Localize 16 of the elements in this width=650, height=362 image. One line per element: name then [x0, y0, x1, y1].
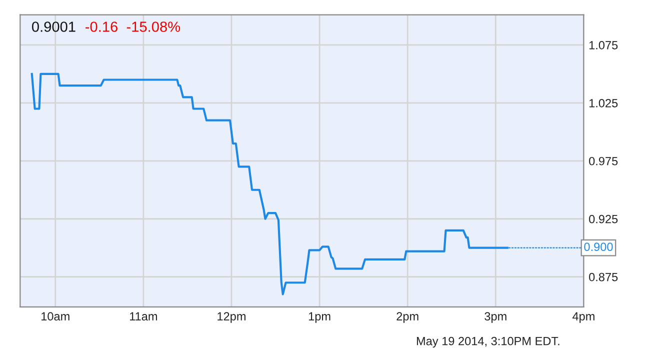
x-tick-label: 11am — [130, 312, 157, 321]
y-tick-label: 1.075 — [589, 41, 618, 50]
x-tick-label: 2pm — [396, 312, 418, 323]
y-tick-label: 1.025 — [589, 98, 618, 108]
x-tick-label: 4pm — [572, 312, 594, 323]
x-tick-label: 3pm — [484, 312, 506, 323]
y-tick-label: 0.875 — [589, 272, 618, 282]
chart-subtitle: -0.16 -15.08% — [86, 22, 180, 32]
x-tick-label: 10am — [42, 312, 70, 321]
annotation: 0.900 — [584, 242, 613, 252]
text: May 19 2014, 3:10PM EDT. — [416, 336, 560, 348]
x-tick-label: 12pm — [218, 312, 246, 323]
x-tick-label: 1pm — [308, 312, 330, 323]
y-tick-label: 0.975 — [589, 156, 618, 166]
chart-title: 0.9001 — [32, 22, 76, 32]
y-tick-label: 0.925 — [589, 214, 618, 224]
